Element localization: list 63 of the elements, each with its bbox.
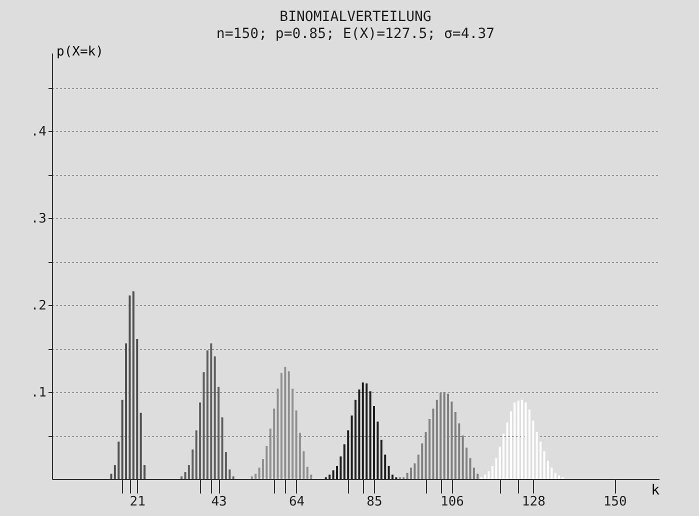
bar (488, 471, 490, 479)
y-tick-label: .1 (30, 386, 46, 401)
x-tick-label: 85 (366, 494, 382, 510)
bar (273, 408, 276, 479)
bar (128, 296, 131, 479)
bar (180, 476, 183, 479)
bar (328, 474, 331, 479)
bar (388, 466, 390, 479)
bar (414, 463, 416, 479)
bar (210, 343, 212, 479)
bar (306, 466, 308, 479)
bar (432, 408, 434, 479)
bar (495, 458, 498, 479)
bar (543, 451, 546, 479)
bar (443, 392, 446, 479)
bar (132, 291, 134, 479)
bar (332, 470, 334, 479)
chart-subtitle: n=150; p=0.85; E(X)=127.5; σ=4.37 (216, 26, 495, 42)
bar (340, 456, 342, 479)
x-tick-label: 21 (130, 494, 146, 510)
bar (214, 356, 216, 479)
bar (410, 468, 412, 479)
chart-title: BINOMIALVERTEILUNG (280, 9, 432, 25)
bar (284, 366, 286, 479)
x-tick-label: 64 (288, 494, 305, 510)
bar (380, 440, 382, 479)
bar (254, 474, 257, 479)
bar (447, 394, 450, 479)
bar (118, 442, 120, 479)
bar (369, 391, 372, 479)
bar (524, 402, 527, 479)
y-tick-label: .3 (30, 212, 46, 227)
y-axis-title: p(X=k) (56, 44, 104, 60)
bar (454, 412, 456, 479)
bar (199, 402, 202, 479)
bar (184, 472, 186, 479)
x-tick-label: 150 (603, 494, 627, 510)
bar (554, 472, 556, 479)
bar (362, 382, 364, 479)
bar (250, 476, 253, 479)
bar (221, 417, 224, 479)
x-tick-label: 106 (440, 494, 464, 510)
bar (421, 443, 424, 479)
bar (192, 449, 194, 479)
bar (484, 474, 486, 479)
bar (295, 410, 298, 479)
bar (347, 430, 350, 479)
y-tick-label: .2 (30, 298, 46, 314)
bar (110, 474, 112, 479)
x-tick-label: 128 (522, 494, 546, 510)
bar (266, 446, 268, 479)
bar (366, 383, 368, 479)
x-tick-label: 43 (211, 494, 227, 510)
bar (232, 476, 234, 479)
bar (502, 434, 505, 479)
x-axis-title: k (651, 482, 660, 498)
bar (140, 412, 142, 479)
bar (472, 468, 475, 479)
y-tick-label: .4 (30, 124, 47, 140)
bar (462, 436, 464, 479)
bar (358, 389, 360, 479)
bar (440, 392, 442, 479)
bar (288, 371, 290, 479)
